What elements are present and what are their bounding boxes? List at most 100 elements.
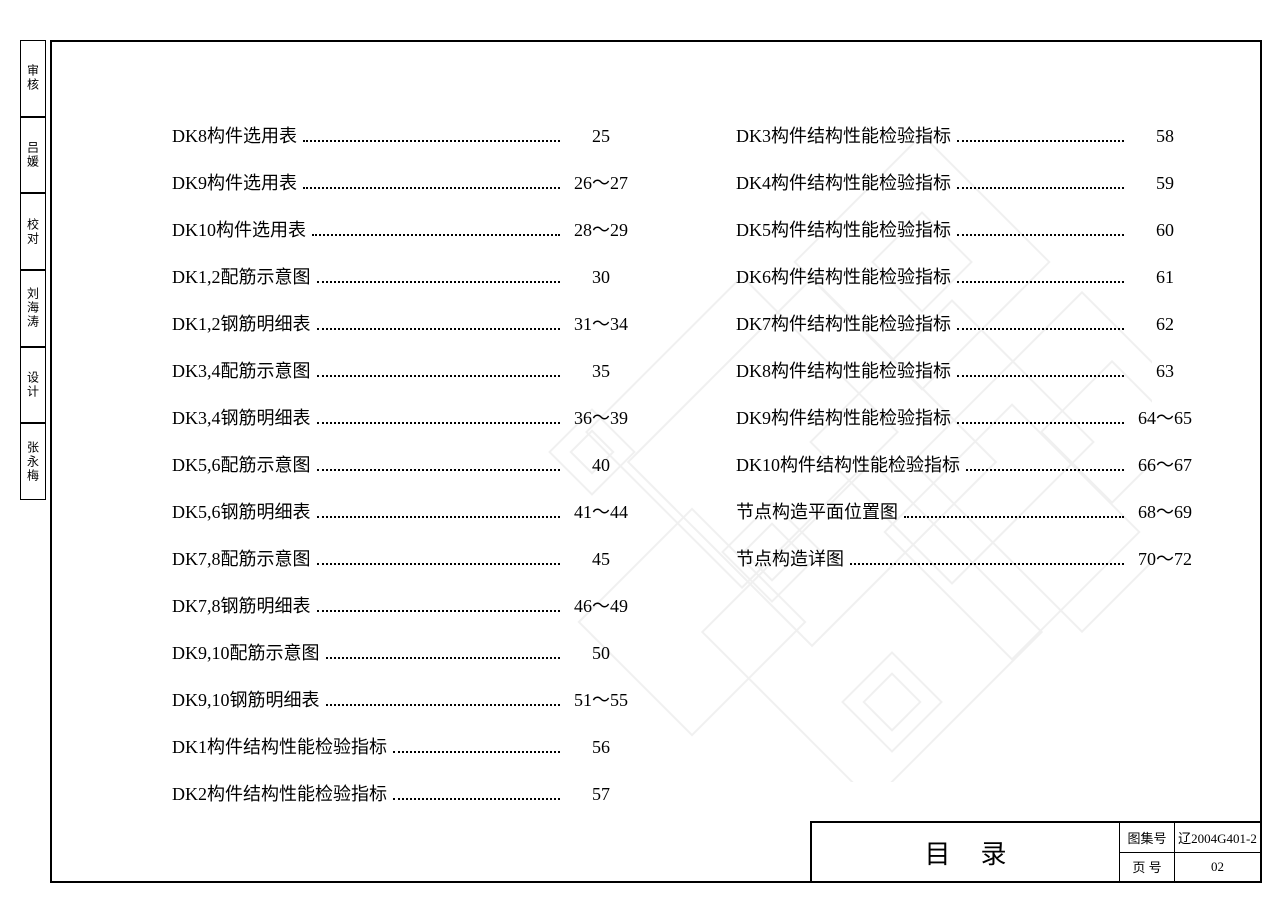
toc-leader-dots: [326, 657, 561, 659]
toc-leader-dots: [957, 422, 1124, 424]
toc-row: DK1,2配筋示意图 30: [172, 263, 636, 289]
toc-row: DK1,2钢筋明细表 31～34: [172, 310, 636, 336]
toc-leader-dots: [317, 375, 561, 377]
toc-entry-page: 60: [1130, 220, 1200, 241]
toc-entry-label: DK1,2配筋示意图: [172, 263, 311, 289]
toc-content: DK8构件选用表25DK9构件选用表26～27DK10构件选用表28～29DK1…: [172, 122, 1200, 806]
toc-leader-dots: [957, 140, 1124, 142]
toc-entry-page: 35: [566, 361, 636, 382]
atlas-number-label: 图集号: [1120, 823, 1175, 852]
toc-leader-dots: [850, 563, 1124, 565]
toc-row: DK8构件结构性能检验指标 63: [736, 357, 1200, 383]
toc-entry-label: DK9,10钢筋明细表: [172, 686, 320, 712]
sidebar-cell: 校对: [20, 193, 46, 270]
toc-entry-page: 31～34: [566, 310, 636, 336]
toc-leader-dots: [303, 140, 560, 142]
toc-leader-dots: [317, 469, 561, 471]
toc-entry-page: 30: [566, 267, 636, 288]
toc-entry-page: 62: [1130, 314, 1200, 335]
toc-entry-label: DK10构件选用表: [172, 216, 306, 242]
toc-leader-dots: [393, 751, 560, 753]
toc-entry-label: DK5构件结构性能检验指标: [736, 216, 951, 242]
toc-entry-label: DK7构件结构性能检验指标: [736, 310, 951, 336]
toc-entry-label: DK1,2钢筋明细表: [172, 310, 311, 336]
toc-row: DK3构件结构性能检验指标 58: [736, 122, 1200, 148]
toc-entry-page: 46～49: [566, 592, 636, 618]
toc-row: 节点构造详图70～72: [736, 545, 1200, 571]
toc-entry-page: 59: [1130, 173, 1200, 194]
toc-leader-dots: [957, 328, 1124, 330]
toc-entry-label: DK3,4配筋示意图: [172, 357, 311, 383]
toc-row: DK7,8钢筋明细表 46～49: [172, 592, 636, 618]
toc-entry-label: DK9构件结构性能检验指标: [736, 404, 951, 430]
toc-entry-page: 28～29: [566, 216, 636, 242]
toc-entry-label: DK5,6钢筋明细表: [172, 498, 311, 524]
toc-row: DK9,10钢筋明细表 51～55: [172, 686, 636, 712]
drawing-title: 目录: [812, 823, 1120, 881]
toc-row: DK9构件选用表26～27: [172, 169, 636, 195]
toc-leader-dots: [957, 234, 1124, 236]
toc-leader-dots: [957, 187, 1124, 189]
toc-entry-page: 63: [1130, 361, 1200, 382]
toc-entry-label: DK9,10配筋示意图: [172, 639, 320, 665]
toc-entry-label: DK6构件结构性能检验指标: [736, 263, 951, 289]
toc-entry-label: DK8构件结构性能检验指标: [736, 357, 951, 383]
sidebar-cell: 张永梅: [20, 423, 46, 500]
toc-entry-label: DK3,4钢筋明细表: [172, 404, 311, 430]
toc-row: DK10构件选用表 28～29: [172, 216, 636, 242]
toc-entry-label: DK2构件结构性能检验指标: [172, 780, 387, 806]
toc-entry-page: 66～67: [1130, 451, 1200, 477]
toc-entry-label: 节点构造平面位置图: [736, 498, 898, 524]
toc-entry-page: 36～39: [566, 404, 636, 430]
toc-entry-page: 57: [566, 784, 636, 805]
toc-entry-page: 68～69: [1130, 498, 1200, 524]
atlas-number-value: 辽2004G401-2: [1175, 823, 1260, 852]
sidebar-cell: 吕媛: [20, 117, 46, 194]
page-frame: DK8构件选用表25DK9构件选用表26～27DK10构件选用表28～29DK1…: [50, 40, 1262, 883]
toc-entry-label: DK7,8配筋示意图: [172, 545, 311, 571]
toc-entry-label: DK10构件结构性能检验指标: [736, 451, 960, 477]
toc-row: DK8构件选用表 25: [172, 122, 636, 148]
toc-leader-dots: [966, 469, 1124, 471]
toc-entry-page: 51～55: [566, 686, 636, 712]
toc-entry-page: 40: [566, 455, 636, 476]
toc-row: DK6构件结构性能检验指标61: [736, 263, 1200, 289]
toc-entry-page: 41～44: [566, 498, 636, 524]
toc-leader-dots: [904, 516, 1124, 518]
toc-entry-label: DK1构件结构性能检验指标: [172, 733, 387, 759]
page-number-value: 02: [1175, 853, 1260, 882]
toc-entry-label: DK3构件结构性能检验指标: [736, 122, 951, 148]
toc-entry-page: 50: [566, 643, 636, 664]
toc-leader-dots: [317, 328, 561, 330]
toc-row: DK3,4配筋示意图 35: [172, 357, 636, 383]
toc-row: DK7构件结构性能检验指标 62: [736, 310, 1200, 336]
toc-entry-page: 70～72: [1130, 545, 1200, 571]
toc-entry-page: 25: [566, 126, 636, 147]
toc-entry-label: DK4构件结构性能检验指标: [736, 169, 951, 195]
page-number-label: 页 号: [1120, 853, 1175, 882]
approval-sidebar: 审核 吕媛 校对 刘海涛 设计 张永梅: [20, 40, 46, 500]
toc-left-column: DK8构件选用表25DK9构件选用表26～27DK10构件选用表28～29DK1…: [172, 122, 636, 806]
sidebar-cell: 刘海涛: [20, 270, 46, 347]
toc-row: DK9,10配筋示意图 50: [172, 639, 636, 665]
title-block-meta: 图集号 辽2004G401-2 页 号 02: [1120, 823, 1260, 881]
toc-entry-page: 45: [566, 549, 636, 570]
toc-entry-label: DK7,8钢筋明细表: [172, 592, 311, 618]
title-block: 目录 图集号 辽2004G401-2 页 号 02: [810, 821, 1260, 881]
toc-row: DK9构件结构性能检验指标 64～65: [736, 404, 1200, 430]
toc-entry-label: DK5,6配筋示意图: [172, 451, 311, 477]
toc-leader-dots: [317, 610, 561, 612]
toc-entry-label: DK8构件选用表: [172, 122, 297, 148]
toc-row: DK10构件结构性能检验指标 66～67: [736, 451, 1200, 477]
toc-row: DK5构件结构性能检验指标 60: [736, 216, 1200, 242]
toc-leader-dots: [303, 187, 560, 189]
toc-entry-page: 58: [1130, 126, 1200, 147]
toc-entry-page: 56: [566, 737, 636, 758]
toc-row: DK5,6钢筋明细表 41～44: [172, 498, 636, 524]
toc-right-column: DK3构件结构性能检验指标 58 DK4构件结构性能检验指标 59 DK5构件结构性能检…: [736, 122, 1200, 806]
toc-leader-dots: [317, 563, 561, 565]
sidebar-cell: 审核: [20, 40, 46, 117]
toc-row: DK2构件结构性能检验指标 57: [172, 780, 636, 806]
toc-row: DK3,4钢筋明细表 36～39: [172, 404, 636, 430]
toc-entry-page: 64～65: [1130, 404, 1200, 430]
